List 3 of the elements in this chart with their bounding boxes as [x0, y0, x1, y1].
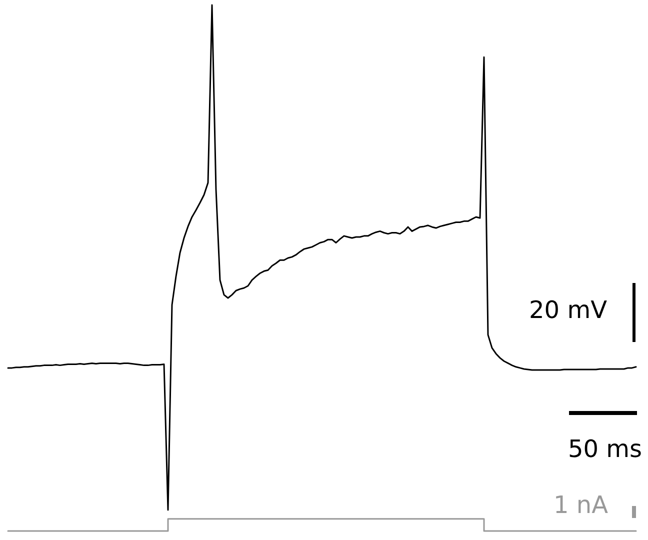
annotation: 1 nA [553, 491, 609, 519]
annotation: 20 mV [529, 296, 608, 324]
annotation: 50 ms [568, 435, 642, 463]
